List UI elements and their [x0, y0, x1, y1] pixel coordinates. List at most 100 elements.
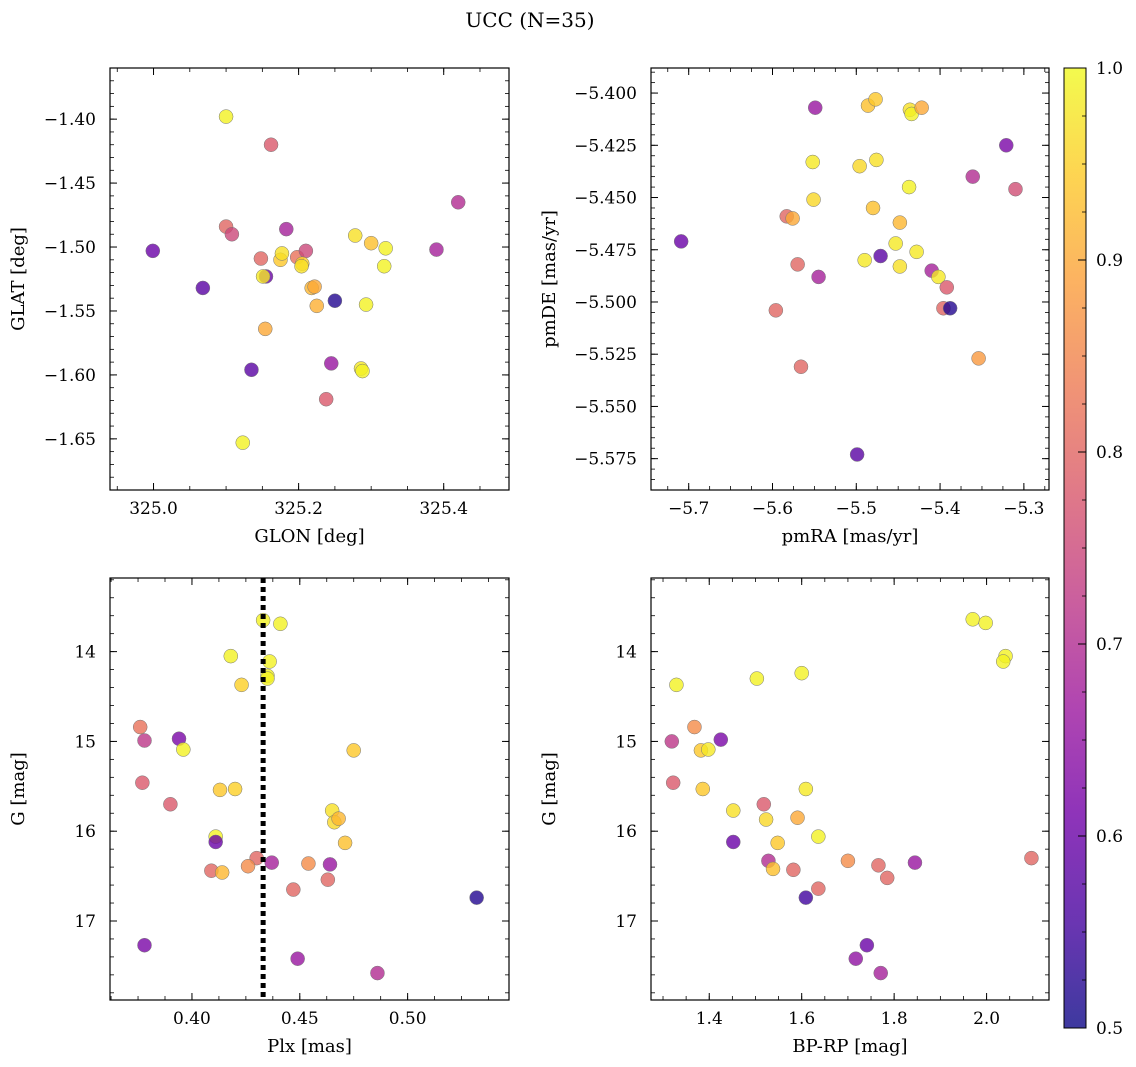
y-tick-label: 14 [615, 643, 637, 663]
data-point [756, 797, 772, 812]
x-tick-label: 0.45 [281, 1009, 319, 1029]
data-point [132, 719, 148, 735]
y-axis-label: G [mag] [8, 752, 29, 825]
data-point [370, 965, 385, 981]
y-tick-label: −1.45 [44, 174, 96, 194]
data-point [318, 391, 334, 407]
data-point [879, 870, 895, 886]
data-point [163, 797, 178, 812]
x-tick-label: 1.6 [788, 1009, 815, 1029]
data-point [376, 258, 392, 274]
data-point [264, 855, 280, 870]
data-point [811, 881, 826, 896]
data-point [294, 258, 309, 274]
data-point [701, 742, 716, 757]
plot-frame [109, 67, 510, 491]
data-point [931, 269, 946, 285]
data-point [135, 775, 150, 790]
data-point [852, 158, 867, 174]
y-tick-label: 14 [74, 643, 96, 663]
x-axis-label: pmRA [mas/yr] [782, 526, 919, 547]
data-point [347, 228, 363, 243]
data-point [901, 179, 917, 195]
data-point [137, 733, 152, 748]
data-point [942, 300, 958, 316]
data-point [849, 447, 865, 462]
data-point [695, 781, 711, 797]
data-point [244, 362, 259, 378]
data-point [240, 858, 256, 874]
data-point [307, 279, 322, 294]
y-tick-label: 15 [74, 732, 96, 752]
x-tick-label: 325.2 [274, 499, 323, 519]
data-point [137, 937, 152, 953]
data-point [363, 235, 379, 251]
data-point [260, 671, 275, 686]
plot-frame [109, 577, 510, 1001]
scatter-panel-bprp-g: 1.4 1.6 1.8 2.0 14 15 16 17 BP-RP [mag] G [mag] [539, 577, 1050, 1057]
y-tick-label: −5.575 [574, 450, 637, 470]
data-point [811, 269, 826, 285]
y-axis-label: pmDE [mas/yr] [539, 210, 560, 348]
x-axis-label: BP-RP [mag] [792, 1036, 907, 1057]
data-point [939, 280, 955, 295]
data-point [865, 200, 881, 216]
data-point [786, 862, 801, 878]
y-tick-label: −5.550 [574, 397, 637, 417]
y-tick-label: 17 [74, 912, 96, 932]
data-point [322, 857, 338, 872]
data-point [218, 109, 234, 124]
data-point [358, 297, 374, 312]
data-point [892, 259, 908, 274]
data-point [195, 280, 211, 296]
data-point [999, 138, 1014, 153]
x-tick-label: −5.7 [668, 499, 709, 519]
plot-frame [650, 577, 1050, 1001]
data-point [811, 829, 826, 844]
x-tick-label: −5.4 [919, 499, 960, 519]
colorbar-tick-label: 0.8 [1096, 443, 1123, 463]
y-tick-label: −5.450 [574, 189, 637, 209]
x-tick-label: 1.4 [696, 1009, 723, 1029]
data-point [971, 351, 986, 366]
colorbar-tick-label: 0.9 [1096, 251, 1123, 271]
data-point [798, 781, 814, 797]
y-tick-label: −5.400 [574, 84, 637, 104]
x-axis-label: GLON [deg] [254, 526, 364, 547]
y-tick-label: −1.40 [44, 110, 96, 130]
data-point [965, 169, 981, 184]
data-point [227, 781, 243, 797]
data-point [290, 951, 305, 966]
data-point [1008, 181, 1023, 197]
x-tick-label: −5.5 [836, 499, 877, 519]
x-tick-label: 1.8 [881, 1009, 908, 1029]
data-point [263, 137, 279, 152]
x-tick-label: 325.4 [419, 499, 468, 519]
data-point [892, 215, 908, 230]
data-point [713, 732, 729, 747]
y-tick-label: 17 [615, 912, 637, 932]
y-tick-label: −1.50 [44, 238, 96, 258]
data-point [907, 855, 923, 870]
y-tick-label: −1.55 [44, 302, 96, 322]
data-point [429, 242, 444, 257]
data-point [176, 742, 191, 757]
data-point [257, 321, 273, 337]
data-point [469, 890, 484, 905]
data-point [868, 92, 883, 107]
x-tick-label: 325.0 [129, 499, 178, 519]
data-point [873, 248, 888, 264]
data-point [309, 298, 325, 314]
data-point [234, 677, 249, 693]
data-point [223, 648, 239, 664]
y-axis-label: GLAT [deg] [8, 227, 29, 331]
data-point [208, 834, 223, 850]
data-point [914, 100, 929, 115]
data-point [794, 665, 809, 681]
data-point [324, 356, 339, 371]
data-point [286, 882, 301, 897]
data-point [758, 812, 774, 827]
data-point [346, 743, 361, 758]
y-tick-label: −5.525 [574, 345, 637, 365]
data-point [214, 865, 230, 880]
